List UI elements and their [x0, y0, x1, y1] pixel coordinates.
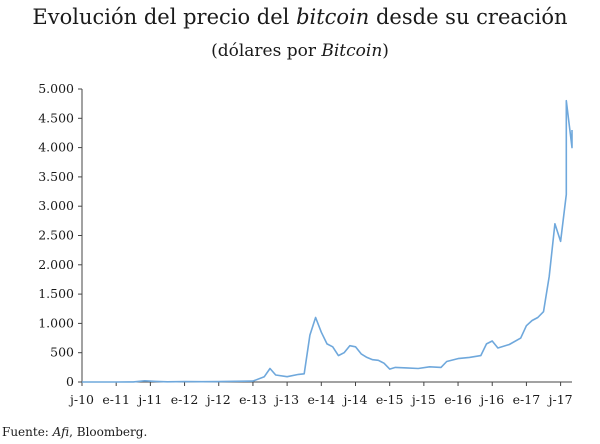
- x-tick-label: e-16: [444, 392, 472, 407]
- y-tick-label: 4.500: [38, 110, 74, 125]
- y-tick-label: 2.000: [38, 257, 74, 272]
- x-tick-label: e-14: [308, 392, 336, 407]
- x-tick-label: j-14: [341, 392, 367, 407]
- x-tick-label: j-10: [68, 392, 94, 407]
- x-tick-label: e-17: [513, 392, 541, 407]
- x-tick-label: e-12: [171, 392, 199, 407]
- x-tick-label: j-12: [205, 392, 231, 407]
- price-line: [82, 99, 573, 383]
- y-tick-label: 2.500: [38, 228, 74, 243]
- y-tick-label: 3.500: [38, 169, 74, 184]
- y-tick-label: 1.000: [38, 315, 74, 330]
- x-tick-label: e-15: [376, 392, 404, 407]
- x-tick-label: e-11: [102, 392, 130, 407]
- y-tick-label: 0: [66, 374, 74, 389]
- x-tick-label: e-13: [239, 392, 267, 407]
- x-tick-label: j-16: [478, 392, 504, 407]
- y-tick-label: 4.000: [38, 140, 74, 155]
- y-tick-label: 500: [50, 345, 74, 360]
- x-tick-label: j-11: [136, 392, 162, 407]
- x-tick-label: j-15: [410, 392, 436, 407]
- source-note: Fuente: Afi, Bloomberg.: [2, 425, 148, 439]
- y-tick-label: 5.000: [38, 81, 74, 96]
- chart-subtitle: (dólares por Bitcoin): [211, 41, 389, 61]
- chart-title: Evolución del precio del bitcoin desde s…: [32, 5, 568, 29]
- y-tick-label: 3.000: [38, 198, 74, 213]
- x-axis: j-10 e-11 j-11 e-12 j-12 e-13 j-13 e-14 j-14 e-15…: [68, 381, 573, 407]
- x-tick-label: j-17: [547, 392, 573, 407]
- x-tick-label: j-13: [273, 392, 299, 407]
- series-layer: [82, 99, 573, 383]
- y-axis: 0 500 1.000 1.500 2.000 2.500 3.000 3.500 4.000 4…: [38, 81, 83, 389]
- y-tick-label: 1.500: [38, 286, 74, 301]
